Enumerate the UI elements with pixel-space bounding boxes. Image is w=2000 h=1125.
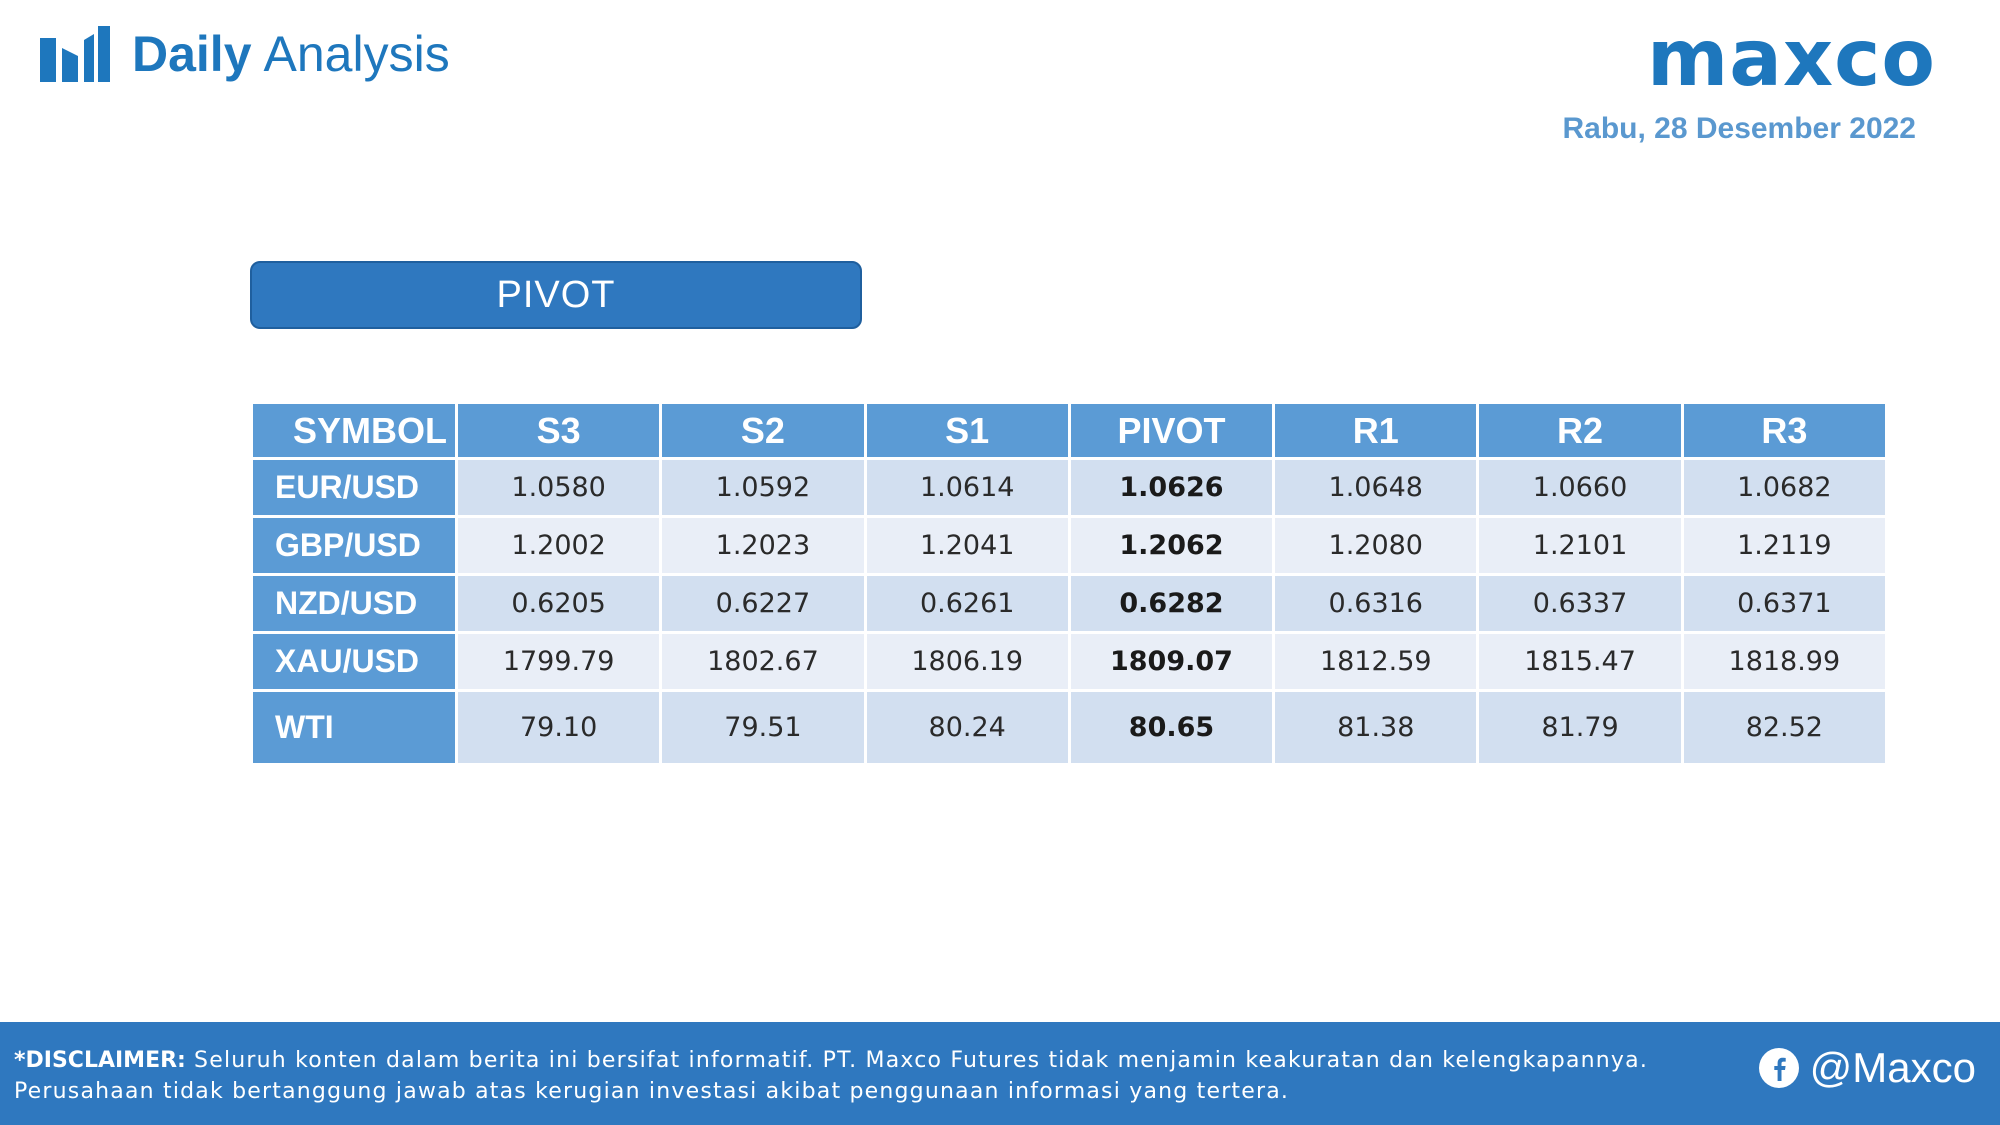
column-header-r1: R1	[1272, 401, 1480, 460]
value-cell-s1: 0.6261	[863, 573, 1071, 634]
bar-chart-icon	[40, 26, 110, 82]
table-header-row: SYMBOL S3 S2 S1 PIVOT R1 R2 R3	[250, 401, 1889, 460]
pivot-title: PIVOT	[250, 261, 862, 329]
brand-header: Daily Analysis	[40, 24, 450, 84]
table-row: EUR/USD 1.0580 1.0592 1.0614 1.0626 1.06…	[250, 457, 1889, 518]
value-cell-s1: 1.0614	[863, 457, 1071, 518]
value-cell-r1: 0.6316	[1272, 573, 1480, 634]
brand-title-light: Analysis	[263, 26, 450, 82]
value-cell-s2: 1.0592	[659, 457, 867, 518]
column-header-s1: S1	[863, 401, 1071, 460]
symbol-cell: EUR/USD	[250, 457, 458, 518]
value-cell-s2: 0.6227	[659, 573, 867, 634]
value-cell-s1: 1806.19	[863, 631, 1071, 692]
value-cell-r2: 1.0660	[1476, 457, 1684, 518]
column-header-r2: R2	[1476, 401, 1684, 460]
symbol-cell: XAU/USD	[250, 631, 458, 692]
symbol-cell: GBP/USD	[250, 515, 458, 576]
value-cell-r1: 1.2080	[1272, 515, 1480, 576]
value-cell-r1: 1812.59	[1272, 631, 1480, 692]
value-cell-s2: 79.51	[659, 689, 867, 766]
column-header-r3: R3	[1680, 401, 1889, 460]
value-cell-r2: 1.2101	[1476, 515, 1684, 576]
disclaimer-text: Seluruh konten dalam berita ini bersifat…	[14, 1048, 1649, 1104]
value-cell-s2: 1.2023	[659, 515, 867, 576]
value-cell-r2: 81.79	[1476, 689, 1684, 766]
value-cell-s2: 1802.67	[659, 631, 867, 692]
value-cell-s3: 1799.79	[454, 631, 663, 692]
value-cell-r3: 1.2119	[1680, 515, 1889, 576]
table-row: XAU/USD 1799.79 1802.67 1806.19 1809.07 …	[250, 631, 1889, 692]
value-cell-s3: 0.6205	[454, 573, 663, 634]
column-header-s2: S2	[659, 401, 867, 460]
table-row: NZD/USD 0.6205 0.6227 0.6261 0.6282 0.63…	[250, 573, 1889, 634]
column-header-symbol: SYMBOL	[250, 401, 458, 460]
social-link[interactable]: @Maxco	[1758, 1044, 1976, 1092]
value-cell-pivot: 1.0626	[1067, 457, 1276, 518]
value-cell-r2: 1815.47	[1476, 631, 1684, 692]
symbol-cell: NZD/USD	[250, 573, 458, 634]
value-cell-pivot: 1.2062	[1067, 515, 1276, 576]
report-date: Rabu, 28 Desember 2022	[1562, 112, 1916, 145]
facebook-icon	[1758, 1048, 1799, 1088]
value-cell-r3: 82.52	[1680, 689, 1889, 766]
brand-title-bold: Daily	[132, 26, 252, 82]
value-cell-r3: 1818.99	[1680, 631, 1889, 692]
value-cell-r1: 1.0648	[1272, 457, 1480, 518]
table-row: WTI 79.10 79.51 80.24 80.65 81.38 81.79 …	[250, 689, 1889, 766]
value-cell-r3: 0.6371	[1680, 573, 1889, 634]
pivot-table: SYMBOL S3 S2 S1 PIVOT R1 R2 R3 EUR/USD 1…	[250, 401, 1889, 766]
column-header-s3: S3	[454, 401, 663, 460]
disclaimer-footer: *DISCLAIMER: Seluruh konten dalam berita…	[0, 1022, 2000, 1125]
value-cell-r1: 81.38	[1272, 689, 1480, 766]
value-cell-s3: 79.10	[454, 689, 663, 766]
disclaimer-label: *DISCLAIMER:	[14, 1048, 186, 1073]
value-cell-s1: 1.2041	[863, 515, 1071, 576]
column-header-pivot: PIVOT	[1067, 401, 1276, 460]
value-cell-r3: 1.0682	[1680, 457, 1889, 518]
value-cell-s3: 1.0580	[454, 457, 663, 518]
value-cell-r2: 0.6337	[1476, 573, 1684, 634]
table-row: GBP/USD 1.2002 1.2023 1.2041 1.2062 1.20…	[250, 515, 1889, 576]
symbol-cell: WTI	[250, 689, 458, 766]
social-handle: @Maxco	[1809, 1044, 1976, 1091]
value-cell-pivot: 1809.07	[1067, 631, 1276, 692]
disclaimer: *DISCLAIMER: Seluruh konten dalam berita…	[14, 1045, 1774, 1107]
value-cell-pivot: 80.65	[1067, 689, 1276, 766]
brand-title: Daily Analysis	[132, 29, 450, 79]
value-cell-pivot: 0.6282	[1067, 573, 1276, 634]
value-cell-s3: 1.2002	[454, 515, 663, 576]
maxco-logo: maxco	[1646, 14, 1936, 104]
value-cell-s1: 80.24	[863, 689, 1071, 766]
